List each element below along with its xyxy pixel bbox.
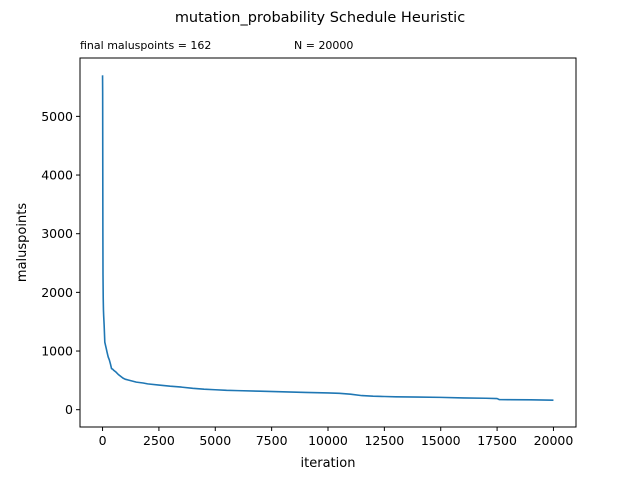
y-tick-label: 1000 bbox=[41, 344, 73, 359]
plot-frame bbox=[79, 57, 577, 428]
x-axis-label: iteration bbox=[301, 456, 356, 471]
annotation-n: N = 20000 bbox=[294, 39, 353, 52]
x-tick-label: 12500 bbox=[364, 433, 404, 448]
x-tick-label: 20000 bbox=[534, 433, 574, 448]
x-tick-label: 15000 bbox=[421, 433, 461, 448]
x-tick-label: 10000 bbox=[308, 433, 348, 448]
series-line bbox=[101, 75, 554, 401]
x-tick-label: 0 bbox=[99, 433, 107, 448]
y-axis-label: maluspoints bbox=[15, 203, 30, 282]
y-tick-label: 3000 bbox=[41, 226, 73, 241]
y-axis: 0 1000 2000 3000 4000 5000 bbox=[41, 109, 80, 417]
x-tick-label: 7500 bbox=[256, 433, 288, 448]
chart-title: mutation_probability Schedule Heuristic bbox=[175, 10, 465, 26]
x-tick-label: 5000 bbox=[199, 433, 231, 448]
annotation-final-maluspoints: final maluspoints = 162 bbox=[80, 39, 211, 52]
plot-area bbox=[80, 58, 576, 427]
y-tick-label: 4000 bbox=[41, 168, 73, 183]
x-axis: 0 2500 5000 7500 10000 12500 15000 17500 20000 bbox=[99, 427, 574, 448]
y-tick-label: 2000 bbox=[41, 285, 73, 300]
x-tick-label: 17500 bbox=[477, 433, 517, 448]
x-tick-label: 2500 bbox=[143, 433, 175, 448]
y-tick-label: 5000 bbox=[41, 109, 73, 124]
y-tick-label: 0 bbox=[65, 402, 73, 417]
